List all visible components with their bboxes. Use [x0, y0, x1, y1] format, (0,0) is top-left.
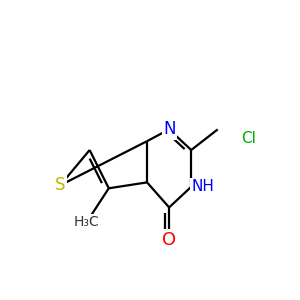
Text: H₃C: H₃C: [74, 215, 100, 229]
Text: O: O: [162, 231, 176, 249]
Text: Cl: Cl: [241, 131, 256, 146]
Text: S: S: [55, 176, 65, 194]
Text: NH: NH: [192, 179, 214, 194]
Text: N: N: [163, 120, 175, 138]
